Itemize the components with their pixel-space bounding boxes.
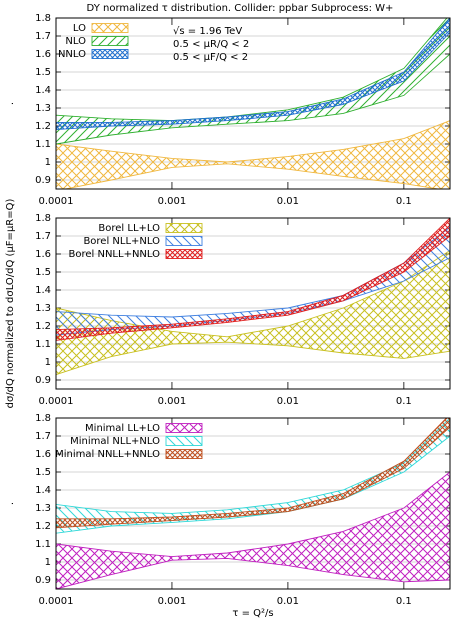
legend-label: Borel NLL+NLO [83, 236, 160, 247]
legend-swatch [165, 249, 203, 259]
plot-area [56, 18, 450, 189]
y-tick-label: 1.8 [35, 413, 51, 424]
y-tick-label: 1.5 [35, 467, 51, 478]
legend-label: Borel LL+LO [98, 223, 160, 234]
y-tick-label: 1.2 [35, 321, 51, 332]
annotation: √s = 1.96 TeV [173, 26, 242, 37]
y-tick-label: 1 [45, 357, 51, 368]
plot-area [56, 218, 450, 376]
legend-label: Minimal LL+LO [85, 423, 160, 434]
band [56, 218, 450, 341]
y-tick-label: 1.1 [35, 139, 51, 150]
y-tick-label: 1.1 [35, 339, 51, 350]
y-tick-label: 1.8 [35, 13, 51, 24]
legend-swatch [91, 49, 129, 59]
x-tick-label: 0.1 [396, 596, 412, 607]
legend-label: Minimal NNLL+NNLO [55, 449, 160, 460]
x-tick-label: 0.1 [396, 196, 412, 207]
band [56, 18, 450, 131]
legend-label: NLO [65, 36, 86, 47]
legend-swatch [165, 236, 203, 246]
x-tick-label: 0.0001 [39, 396, 74, 407]
y-tick-label: 1.4 [35, 485, 51, 496]
legend-swatch [165, 423, 203, 433]
y-tick-label: 1.7 [35, 31, 51, 42]
legend-label: Borel NNLL+NNLO [68, 249, 160, 260]
y-tick-label: 1.6 [35, 249, 51, 260]
x-tick-label: 0.001 [158, 396, 187, 407]
y-tick-label: 1.7 [35, 431, 51, 442]
x-tick-label: 0.001 [158, 596, 187, 607]
y-tick-label: 1.6 [35, 49, 51, 60]
y-tick-label: 1.5 [35, 67, 51, 78]
x-tick-label: 0.01 [277, 196, 299, 207]
x-tick-label: 0.01 [277, 596, 299, 607]
chart-title: DY normalized τ distribution. Collider: … [87, 3, 394, 14]
legend-label: LO [73, 23, 86, 34]
y-axis-label: . [5, 502, 16, 505]
legend-swatch [165, 223, 203, 233]
y-tick-label: 1.3 [35, 103, 51, 114]
x-tick-label: 0.001 [158, 196, 187, 207]
x-tick-label: 0.0001 [39, 596, 74, 607]
legend-swatch [91, 36, 129, 46]
legend-swatch [165, 449, 203, 459]
y-tick-label: 1.2 [35, 521, 51, 532]
legend-swatch [91, 23, 129, 33]
y-tick-label: 1.3 [35, 503, 51, 514]
x-tick-label: 0.1 [396, 396, 412, 407]
y-axis-label: dσ/dQ normalized to dσLO/dQ (μF=μR=Q) [5, 198, 16, 408]
plot-area [56, 418, 450, 589]
y-tick-label: 1.3 [35, 303, 51, 314]
frame [55, 417, 451, 590]
frame [55, 217, 451, 390]
band [56, 120, 450, 189]
y-tick-label: 0.9 [35, 575, 51, 586]
legend-label: Minimal NLL+NLO [70, 436, 160, 447]
annotation: 0.5 < μF/Q < 2 [173, 52, 248, 63]
y-tick-label: 1.6 [35, 449, 51, 460]
x-tick-label: 0.0001 [39, 196, 74, 207]
band [56, 418, 450, 529]
y-tick-label: 1 [45, 157, 51, 168]
legend-label: NNLO [58, 49, 86, 60]
x-tick-label: 0.01 [277, 396, 299, 407]
frame [55, 17, 451, 190]
y-tick-label: 1 [45, 557, 51, 568]
y-tick-label: 1.1 [35, 539, 51, 550]
y-tick-label: 1.8 [35, 213, 51, 224]
legend-swatch [165, 436, 203, 446]
band [56, 471, 450, 589]
y-tick-label: 0.9 [35, 375, 51, 386]
annotation: 0.5 < μR/Q < 2 [173, 39, 249, 50]
band [56, 249, 450, 376]
y-axis-label: . [5, 102, 16, 105]
y-tick-label: 0.9 [35, 175, 51, 186]
y-tick-label: 1.5 [35, 267, 51, 278]
x-axis-label: τ = Q²/s [232, 608, 273, 619]
y-tick-label: 1.7 [35, 231, 51, 242]
y-tick-label: 1.2 [35, 121, 51, 132]
y-tick-label: 1.4 [35, 285, 51, 296]
y-tick-label: 1.4 [35, 85, 51, 96]
